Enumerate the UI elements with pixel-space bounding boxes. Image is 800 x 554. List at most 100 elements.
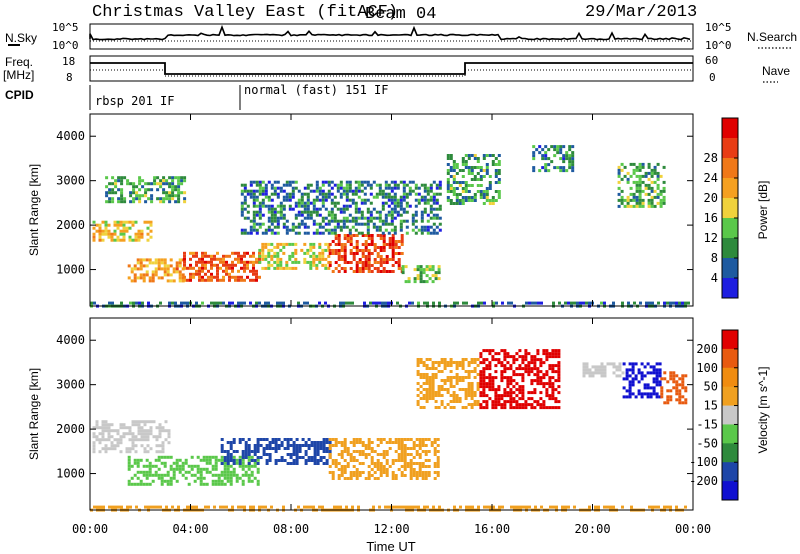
velocity-cell xyxy=(370,450,374,453)
velocity-cell xyxy=(229,456,233,459)
velocity-cell xyxy=(497,358,501,362)
velocity-cell xyxy=(512,400,516,404)
power-cell xyxy=(382,261,386,264)
velocity-cell xyxy=(542,403,546,407)
velocity-cell xyxy=(476,358,480,361)
velocity-cell xyxy=(666,505,669,509)
power-cell xyxy=(537,301,540,305)
velocity-cell xyxy=(110,435,114,439)
power-cell xyxy=(349,234,353,237)
velocity-cell xyxy=(437,361,441,364)
velocity-cell xyxy=(409,468,413,471)
velocity-cell xyxy=(376,477,380,480)
velocity-cell xyxy=(223,464,227,468)
power-cell xyxy=(138,200,142,204)
velocity-cell xyxy=(488,382,492,386)
power-cell xyxy=(282,189,286,193)
power-cell xyxy=(198,278,201,282)
power-cell xyxy=(479,175,483,178)
power-cell xyxy=(355,246,359,249)
power-cell xyxy=(279,186,283,190)
velocity-cell xyxy=(190,455,194,459)
power-cell xyxy=(201,254,204,258)
power-cell xyxy=(364,267,368,270)
velocity-cell xyxy=(113,429,117,433)
power-cell xyxy=(384,228,388,232)
power-cell xyxy=(402,210,406,214)
power-cell xyxy=(90,301,93,305)
velocity-cell xyxy=(244,444,248,447)
power-cell xyxy=(390,195,394,199)
power-cell xyxy=(390,207,394,211)
power-cell xyxy=(273,180,277,184)
power-cell xyxy=(388,237,392,240)
velocity-cell xyxy=(539,379,543,383)
power-cell xyxy=(151,270,155,274)
velocity-cell xyxy=(518,364,522,368)
power-cell xyxy=(556,148,560,152)
power-cell xyxy=(204,266,207,270)
velocity-cell xyxy=(628,389,632,393)
power-cell xyxy=(246,192,250,196)
velocity-cell xyxy=(217,458,221,462)
velocity-cell xyxy=(361,441,365,444)
power-cell xyxy=(327,266,331,270)
power-colorbar-tick-label: 24 xyxy=(704,171,718,185)
velocity-cell xyxy=(423,505,426,509)
power-cell xyxy=(394,243,398,246)
power-cell xyxy=(166,264,170,268)
velocity-cell xyxy=(325,462,329,465)
velocity-cell xyxy=(331,471,335,474)
power-cell xyxy=(491,196,495,199)
power-cell xyxy=(240,257,243,261)
velocity-cell xyxy=(485,349,489,353)
power-cell xyxy=(431,280,435,284)
velocity-cell xyxy=(333,505,336,509)
velocity-cell xyxy=(452,394,456,397)
time-tick-label: 16:00 xyxy=(474,522,510,536)
power-cell xyxy=(567,301,570,305)
velocity-cell xyxy=(244,441,248,444)
velocity-cell xyxy=(440,379,444,382)
velocity-cell xyxy=(253,461,257,465)
velocity-cell xyxy=(154,473,158,477)
velocity-cell xyxy=(223,470,227,474)
power-cell xyxy=(381,189,385,193)
velocity-cell xyxy=(313,459,317,462)
power-cell xyxy=(464,154,468,157)
power-cell xyxy=(491,160,495,163)
power-cell xyxy=(452,181,456,184)
velocity-cell xyxy=(247,467,251,471)
velocity-cell xyxy=(328,471,332,474)
velocity-cell xyxy=(334,465,338,468)
power-cell xyxy=(180,176,184,180)
velocity-cell xyxy=(134,420,138,424)
power-cell xyxy=(438,207,442,211)
velocity-cell xyxy=(137,438,141,442)
power-cell xyxy=(423,228,427,232)
power-cell xyxy=(267,301,270,305)
power-cell xyxy=(407,280,411,284)
velocity-cell xyxy=(358,450,362,453)
power-cell xyxy=(321,254,325,258)
velocity-cell xyxy=(133,473,137,477)
power-cell xyxy=(370,240,374,243)
velocity-cell xyxy=(503,376,507,380)
velocity-cell xyxy=(585,371,589,375)
power-cell xyxy=(501,301,504,305)
power-cell xyxy=(351,219,355,223)
time-axis: 00:00 04:00 08:00 12:00 16:00 20:00 00:00 xyxy=(72,522,711,536)
velocity-cell xyxy=(340,471,344,474)
power-cell xyxy=(361,252,365,255)
velocity-cell xyxy=(328,450,332,453)
power-cell xyxy=(435,213,439,217)
power-cell xyxy=(620,162,624,166)
power-cell xyxy=(382,234,386,237)
velocity-cell xyxy=(286,447,290,450)
velocity-cell xyxy=(594,505,597,509)
velocity-cell xyxy=(142,470,146,474)
power-cell xyxy=(282,222,286,226)
power-cell xyxy=(321,251,325,255)
velocity-cell xyxy=(425,397,429,400)
power-cell xyxy=(276,195,280,199)
